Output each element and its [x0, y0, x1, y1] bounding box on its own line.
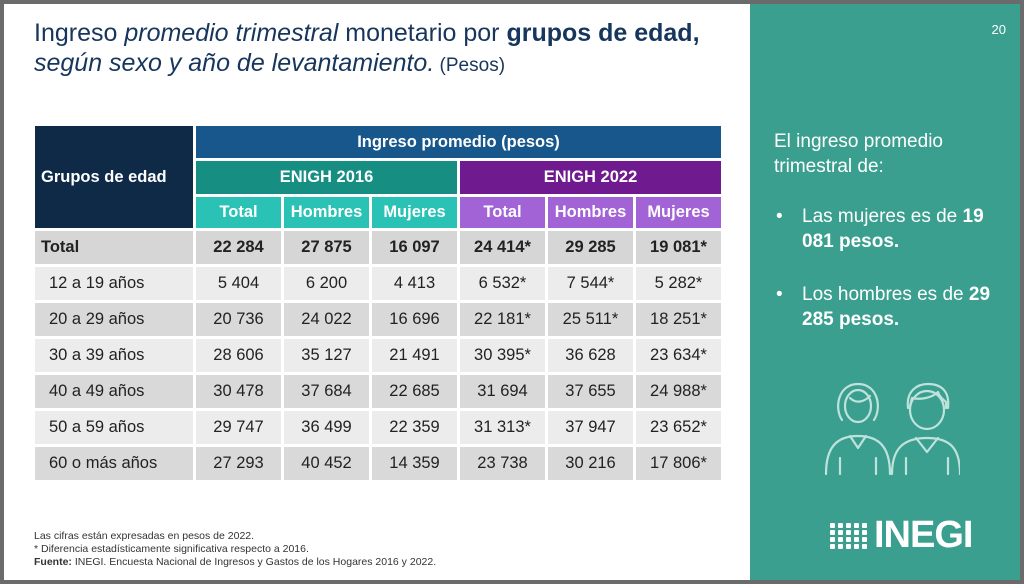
cell: 24 988*	[636, 375, 721, 408]
logo-text: INEGI	[874, 514, 973, 556]
cell: 35 127	[284, 339, 369, 372]
bullet-men-value: 29 285 pesos.	[802, 284, 991, 330]
source-label: Fuente:	[34, 556, 72, 568]
list-item: • Las mujeres es de 19 081 pesos.	[774, 204, 1014, 254]
table-row: 40 a 49 años 30 478 37 684 22 685 31 694…	[35, 375, 721, 408]
note-currency: Las cifras están expresadas en pesos de …	[34, 530, 255, 542]
cell: 28 606	[196, 339, 281, 372]
cell: 22 181*	[460, 303, 545, 336]
title-part4: grupos de edad,	[506, 19, 700, 47]
title-part1: Ingreso	[34, 19, 125, 47]
cell: 4 413	[372, 267, 457, 300]
cell: 29 747	[196, 411, 281, 444]
header-income: Ingreso promedio (pesos)	[196, 126, 721, 159]
cell: 31 313*	[460, 411, 545, 444]
row-label: 20 a 29 años	[35, 303, 193, 336]
cell: 27 875	[284, 231, 369, 264]
cell: 37 684	[284, 375, 369, 408]
cell: 25 511*	[548, 303, 633, 336]
bullet-icon: •	[776, 284, 783, 305]
table-row: 50 a 59 años 29 747 36 499 22 359 31 313…	[35, 411, 721, 444]
bullet-women-text: Las mujeres es de	[802, 206, 963, 227]
cell: 22 284	[196, 231, 281, 264]
row-label: Total	[35, 231, 193, 264]
title-part5: según sexo y año de levantamiento.	[34, 49, 435, 77]
cell: 23 634*	[636, 339, 721, 372]
cell: 7 544*	[548, 267, 633, 300]
cell: 27 293	[196, 447, 281, 480]
cell: 37 947	[548, 411, 633, 444]
subheader: Hombres	[548, 196, 633, 228]
page-title: Ingreso promedio trimestral monetario po…	[34, 18, 734, 81]
cell: 18 251*	[636, 303, 721, 336]
table-row: 20 a 29 años 20 736 24 022 16 696 22 181…	[35, 303, 721, 336]
subheader: Mujeres	[372, 196, 457, 228]
cell: 22 359	[372, 411, 457, 444]
cell: 36 628	[548, 339, 633, 372]
cell: 6 532*	[460, 267, 545, 300]
subheader: Mujeres	[636, 196, 721, 228]
cell: 37 655	[548, 375, 633, 408]
cell: 14 359	[372, 447, 457, 480]
bullet-men-text: Los hombres es de	[802, 284, 969, 305]
cell: 23 738	[460, 447, 545, 480]
subheader: Hombres	[284, 196, 369, 228]
people-icon	[820, 378, 962, 481]
bullet-women-value: 19 081 pesos.	[802, 206, 984, 252]
row-label: 40 a 49 años	[35, 375, 193, 408]
row-label: 60 o más años	[35, 447, 193, 480]
row-label: 12 a 19 años	[35, 267, 193, 300]
side-bullets: • Las mujeres es de 19 081 pesos. • Los …	[774, 204, 1014, 360]
table-row: 30 a 39 años 28 606 35 127 21 491 30 395…	[35, 339, 721, 372]
header-enigh-2022: ENIGH 2022	[460, 161, 721, 194]
title-part3: monetario por	[338, 19, 507, 47]
cell: 19 081*	[636, 231, 721, 264]
footnotes: Las cifras están expresadas en pesos de …	[34, 530, 436, 569]
page-number: 20	[991, 22, 1006, 37]
cell: 23 652*	[636, 411, 721, 444]
cell: 24 414*	[460, 231, 545, 264]
cell: 22 685	[372, 375, 457, 408]
row-label: 30 a 39 años	[35, 339, 193, 372]
note-significance: * Diferencia estadísticamente significat…	[34, 543, 309, 555]
cell: 29 285	[548, 231, 633, 264]
row-label: 50 a 59 años	[35, 411, 193, 444]
header-enigh-2016: ENIGH 2016	[196, 161, 457, 194]
cell: 6 200	[284, 267, 369, 300]
cell: 31 694	[460, 375, 545, 408]
cell: 40 452	[284, 447, 369, 480]
side-panel: 20 El ingreso promedio trimestral de: • …	[750, 4, 1020, 580]
subheader: Total	[460, 196, 545, 228]
cell: 30 216	[548, 447, 633, 480]
slide: Ingreso promedio trimestral monetario po…	[4, 4, 1020, 580]
side-intro: El ingreso promedio trimestral de:	[774, 131, 943, 177]
note-source: Fuente: INEGI. Encuesta Nacional de Ingr…	[34, 556, 436, 569]
subheader: Total	[196, 196, 281, 228]
cell: 24 022	[284, 303, 369, 336]
cell: 30 478	[196, 375, 281, 408]
logo-dots-icon	[830, 522, 868, 549]
table-row: 12 a 19 años 5 404 6 200 4 413 6 532* 7 …	[35, 267, 721, 300]
table-row: 60 o más años 27 293 40 452 14 359 23 73…	[35, 447, 721, 480]
title-part6: (Pesos)	[434, 55, 506, 76]
cell: 21 491	[372, 339, 457, 372]
bullet-icon: •	[776, 206, 783, 227]
table-row: Total 22 284 27 875 16 097 24 414* 29 28…	[35, 231, 721, 264]
list-item: • Los hombres es de 29 285 pesos.	[774, 282, 1014, 332]
inegi-logo: INEGI	[830, 514, 973, 557]
title-part2: promedio trimestral	[124, 19, 339, 47]
cell: 5 404	[196, 267, 281, 300]
cell: 17 806*	[636, 447, 721, 480]
cell: 36 499	[284, 411, 369, 444]
cell: 16 097	[372, 231, 457, 264]
cell: 20 736	[196, 303, 281, 336]
header-age-groups: Grupos de edad	[35, 126, 193, 228]
cell: 16 696	[372, 303, 457, 336]
cell: 5 282*	[636, 267, 721, 300]
source-text: INEGI. Encuesta Nacional de Ingresos y G…	[71, 556, 437, 568]
income-table: Grupos de edad Ingreso promedio (pesos) …	[32, 123, 724, 483]
cell: 30 395*	[460, 339, 545, 372]
